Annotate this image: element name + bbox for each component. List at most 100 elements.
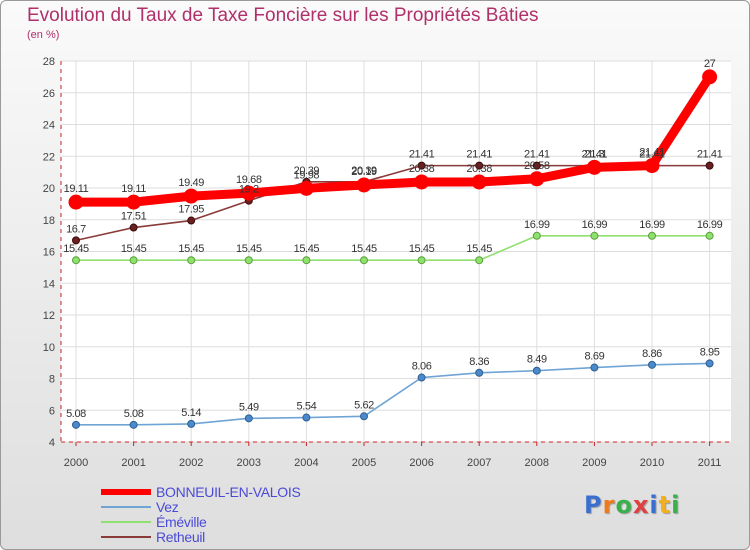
data-point-emeville [648,231,656,240]
data-point-emeville [187,256,196,265]
data-point-bonneuil [183,188,199,204]
data-label-bonneuil: 19.49 [178,177,204,189]
data-point-retheuil [417,161,426,170]
data-label-emeville: 16.99 [582,219,608,231]
data-label-vez: 8.06 [412,361,432,373]
y-tick-label: 12 [43,310,55,322]
data-point-emeville [244,256,253,265]
logo-letter: r [602,491,616,519]
data-point-emeville [475,256,484,265]
data-point-bonneuil [356,177,372,193]
x-tick-label: 2011 [698,457,722,469]
data-label-bonneuil: 21.3 [584,148,604,160]
logo-letter: o [615,491,633,519]
y-tick-label: 18 [43,215,55,227]
y-tick-label: 24 [43,120,55,132]
legend-item-bonneuil: BONNEUIL-EN-VALOIS [101,484,361,500]
data-point-vez [129,420,138,429]
x-tick-label: 2000 [64,457,88,469]
y-tick-label: 4 [49,437,55,449]
data-point-bonneuil [126,194,142,210]
data-point-retheuil [129,223,138,232]
data-point-retheuil [187,216,196,225]
data-label-bonneuil: 19.11 [64,183,89,195]
data-label-bonneuil: 19.68 [236,174,262,186]
legend-swatch-bonneuil [101,489,151,495]
data-label-bonneuil: 21.41 [639,147,665,159]
y-tick-label: 6 [49,405,55,417]
data-point-emeville [705,231,714,240]
legend-swatch-vez [101,506,151,508]
data-label-emeville: 15.45 [63,243,89,255]
data-label-emeville: 15.45 [121,243,147,255]
x-tick-label: 2003 [237,457,261,469]
data-point-bonneuil [586,159,602,175]
y-tick-label: 10 [43,342,55,354]
legend-item-retheuil: Retheuil [101,529,361,545]
data-label-bonneuil: 19.98 [294,169,320,181]
data-label-retheuil: 17.95 [178,204,204,216]
legend-item-vez: Vez [101,499,361,515]
data-point-emeville [532,231,541,240]
data-point-emeville [129,256,138,265]
data-point-vez [590,363,599,372]
data-point-bonneuil [471,174,487,190]
data-point-vez [72,420,80,429]
y-tick-label: 14 [43,278,55,290]
legend-label-emeville: Éméville [156,514,207,530]
data-label-vez: 5.14 [181,407,201,419]
logo-letter: P [584,491,603,519]
data-label-retheuil: 21.41 [697,149,723,161]
data-point-bonneuil [414,174,430,190]
data-label-retheuil: 20.39 [351,165,377,177]
data-label-emeville: 15.45 [178,243,204,255]
data-label-vez: 5.62 [354,399,374,411]
data-point-vez [705,359,714,368]
x-tick-label: 2007 [467,457,491,469]
legend-label-bonneuil: BONNEUIL-EN-VALOIS [156,484,301,500]
x-tick-label: 2002 [179,457,203,469]
y-tick-label: 20 [43,183,55,195]
data-label-emeville: 15.45 [351,243,377,255]
series-line-bonneuil [71,72,715,207]
data-label-emeville: 16.99 [697,219,723,231]
data-label-emeville: 15.45 [466,243,492,255]
data-label-bonneuil: 19.11 [121,183,146,195]
data-point-emeville [302,256,311,265]
data-point-vez [475,368,484,377]
data-point-vez [187,419,196,428]
data-point-bonneuil [529,171,545,187]
chart-unit: (en %) [27,29,60,41]
data-point-bonneuil [702,69,718,85]
x-tick-label: 2009 [582,457,606,469]
data-point-emeville [72,256,80,265]
data-label-vez: 5.54 [296,401,316,413]
x-tick-label: 2008 [525,457,549,469]
data-label-bonneuil: 20.19 [351,166,377,178]
data-point-bonneuil [644,158,660,174]
data-label-retheuil: 21.41 [639,149,665,161]
data-point-emeville [360,256,368,265]
data-label-vez: 5.49 [239,401,259,413]
y-tick-label: 8 [49,374,55,386]
data-point-bonneuil [68,194,84,210]
data-point-vez [532,366,541,375]
data-label-retheuil: 21.41 [582,149,608,161]
data-label-retheuil: 20.39 [294,165,320,177]
y-tick-label: 28 [43,56,55,68]
logo-letter: x [632,491,650,519]
data-label-emeville: 15.45 [294,243,320,255]
data-label-bonneuil: 27 [704,58,716,70]
data-label-emeville: 15.45 [236,243,262,255]
data-label-emeville: 15.45 [409,243,435,255]
data-label-retheuil: 21.41 [524,149,550,161]
data-label-emeville: 16.99 [524,219,550,231]
data-label-bonneuil: 20.38 [466,163,492,175]
legend-swatch-retheuil [101,536,151,538]
chart-title: Evolution du Taux de Taxe Foncière sur l… [27,5,539,26]
data-label-vez: 8.36 [469,356,489,368]
data-point-vez [417,373,426,382]
logo-letter: t [658,491,672,519]
